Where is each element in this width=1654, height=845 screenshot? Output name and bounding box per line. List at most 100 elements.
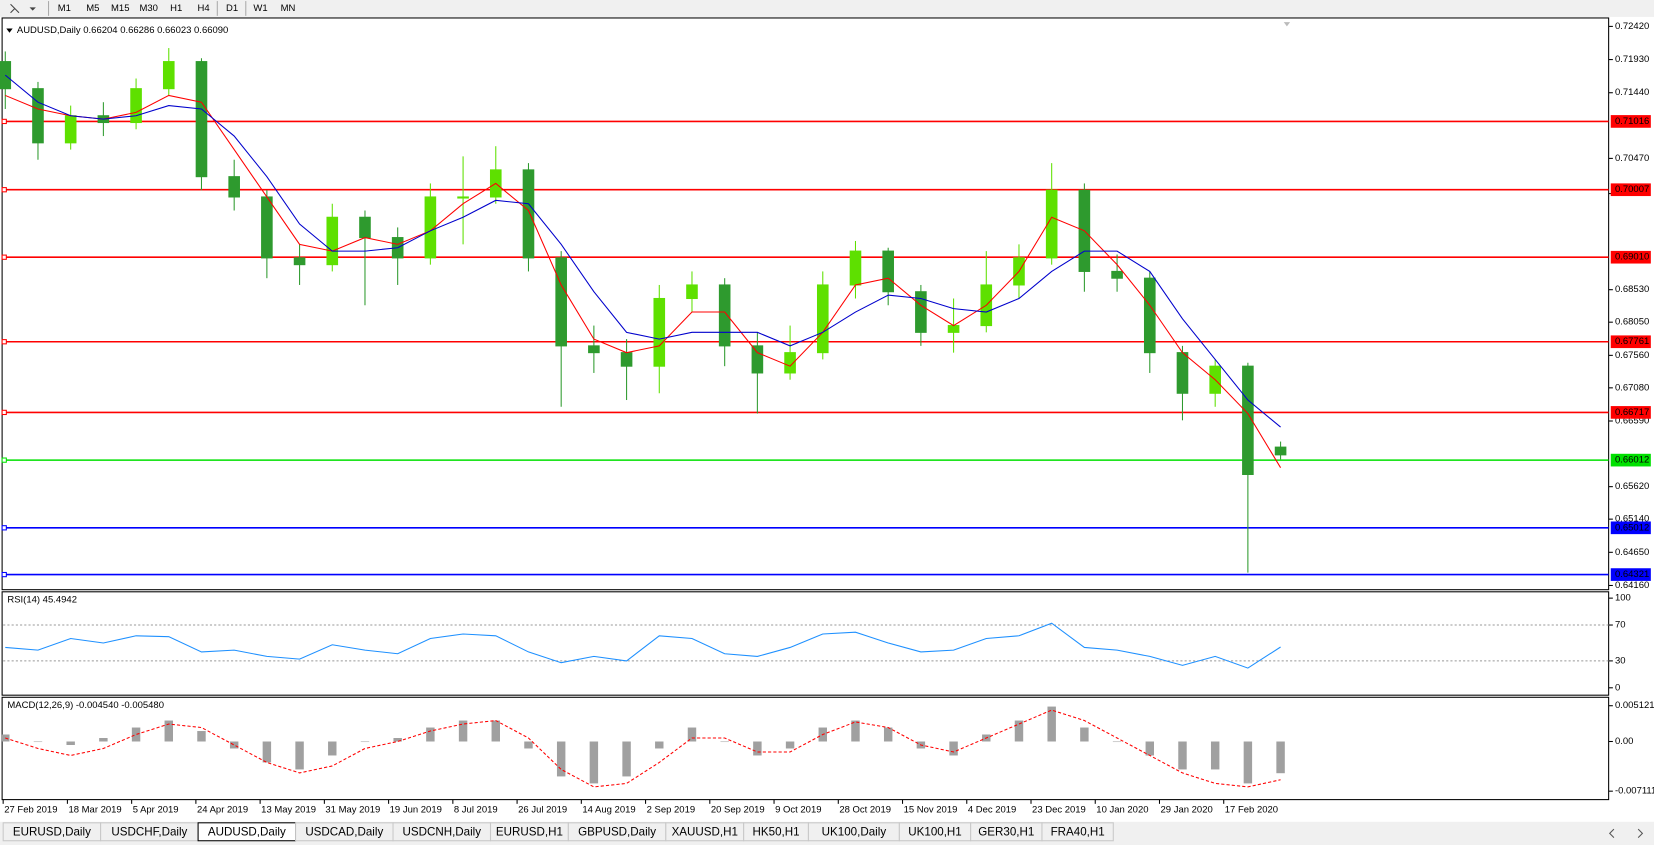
macd-bar [1145,741,1155,756]
candle-body [947,325,960,333]
period-button[interactable]: W1 [253,3,267,14]
level-handle[interactable] [1,409,7,416]
y-tick-label: 0.68050 [1615,317,1649,328]
tab-label[interactable]: USDCNH,Daily [402,825,481,838]
candle-body [326,216,339,266]
macd-title: MACD(12,26,9) -0.004540 -0.005480 [7,700,164,711]
level-label-box [1610,183,1651,197]
candle-body [1045,189,1058,259]
main-panel [1,17,1610,591]
candle-body [588,345,600,354]
toolbar-icon[interactable] [10,3,20,14]
period-button[interactable]: M5 [86,3,99,14]
macd-bar [328,741,337,756]
tab-label[interactable]: XAUUSD,H1 [672,825,738,838]
tab-label[interactable]: GER30,H1 [978,825,1034,838]
period-button[interactable]: M1 [58,3,71,14]
level-handle[interactable] [1,525,7,531]
x-tick-label: 23 Dec 2019 [1032,805,1086,816]
level-handle[interactable] [1,571,7,578]
level-handle[interactable] [1,457,7,463]
candle-body [751,345,764,374]
level-label-box [1610,521,1651,535]
tab-label[interactable]: UK100,Daily [822,825,887,838]
candle-body [162,61,175,90]
y-tick-label: 0 [1615,682,1620,693]
level-label-box [1610,115,1651,128]
period-button[interactable]: M15 [111,3,129,14]
dropdown-arrow[interactable] [29,7,36,11]
level-handle[interactable] [1,339,7,345]
x-tick-label: 17 Feb 2020 [1225,805,1278,816]
y-tick-label: 0.64650 [1615,547,1649,558]
candle-body [915,291,927,333]
level-handle[interactable] [1,187,7,193]
tab-label[interactable]: EURUSD,Daily [13,825,91,838]
y-tick-label: 0.00 [1615,736,1633,747]
candle-body [620,352,633,367]
candle-body [1274,446,1287,456]
x-tick-label: 28 Oct 2019 [839,805,891,816]
candle-body [686,284,698,300]
signal-line [5,709,1281,788]
tab-label[interactable]: EURUSD,H1 [496,825,563,838]
macd-bar [99,738,108,742]
x-tick-label: 4 Dec 2019 [968,805,1017,816]
tab-label[interactable]: USDCAD,Daily [305,825,383,838]
moving-average [5,94,1282,468]
macd-panel [1,696,1610,801]
y-tick-label: 0.65140 [1615,514,1649,525]
macd-bar [949,741,958,756]
tab-label[interactable]: GBPUSD,Daily [578,825,656,838]
tab-label[interactable]: USDCHF,Daily [111,825,187,838]
macd-bar [1276,741,1285,774]
tab-label[interactable]: AUDUSD,Daily [208,825,286,838]
candle-body [784,352,796,374]
x-tick-label: 9 Oct 2019 [775,805,821,816]
x-tick-label: 13 May 2019 [261,805,316,816]
candle-body [130,88,142,124]
macd-bar [491,720,500,742]
macd-bar [556,741,566,777]
tab-scroll[interactable] [1608,828,1644,838]
moving-average [4,74,1281,428]
level-label-box [1610,453,1651,467]
macd-bar [1178,741,1187,770]
level-handle[interactable] [1,118,7,125]
candle-body [1143,277,1156,354]
level-handle[interactable] [1,254,7,260]
macd-bar [66,741,75,745]
macd-bar [883,727,893,742]
macd-bar [851,720,860,742]
tab-label[interactable]: HK50,H1 [753,825,800,838]
macd-bar [393,738,402,742]
tab-label[interactable]: UK100,H1 [908,825,962,838]
candle-body [555,257,567,347]
macd-bar [360,741,370,743]
period-button[interactable]: D1 [226,3,238,14]
x-tick-label: 29 Jan 2020 [1161,805,1213,816]
y-tick-label: 70 [1615,620,1626,631]
level-label: 0.67761 [1615,336,1649,347]
period-button[interactable]: H1 [170,3,182,14]
x-tick-label: 26 Jul 2019 [518,805,567,816]
candle-body [882,250,894,293]
x-tick-label: 8 Jul 2019 [454,805,498,816]
period-button[interactable]: M30 [140,3,158,14]
macd-bar [785,741,795,749]
period-button[interactable]: MN [281,3,296,14]
candle-body [261,196,273,259]
shift-marker [1283,22,1291,27]
candle-body [816,284,829,354]
level-label: 0.69010 [1615,252,1649,263]
tab[interactable] [1041,822,1114,842]
tab-label[interactable]: FRA40,H1 [1051,825,1105,838]
period-button[interactable]: H4 [198,3,210,14]
candle-body [653,297,666,367]
y-tick-label: 0.67560 [1615,350,1649,361]
y-tick-label: -0.007111 [1615,786,1654,797]
macd-bar [131,727,141,742]
candle-body [424,196,437,259]
